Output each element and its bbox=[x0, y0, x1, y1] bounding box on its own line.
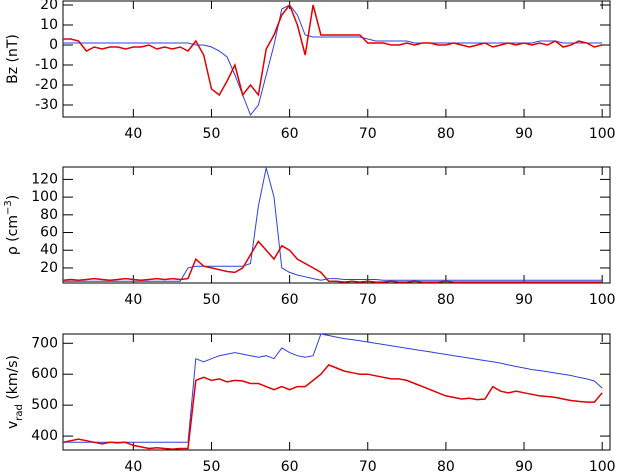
y-tick-label: 400 bbox=[31, 428, 58, 444]
y-axis-label: ρ (cm−3) bbox=[3, 195, 22, 255]
x-tick-label: 70 bbox=[359, 126, 377, 142]
x-tick-label: 60 bbox=[281, 126, 299, 142]
series-line bbox=[63, 364, 603, 450]
y-axis-label-part: v bbox=[5, 421, 21, 429]
y-tick-label: -30 bbox=[35, 97, 58, 113]
x-tick-label: 70 bbox=[359, 459, 377, 473]
x-tick-label: 100 bbox=[589, 292, 616, 308]
y-tick-label: 700 bbox=[31, 335, 58, 351]
x-tick-label: 40 bbox=[124, 292, 142, 308]
x-tick-label: 100 bbox=[589, 459, 616, 473]
plot-frame bbox=[62, 333, 611, 451]
x-tick-label: 50 bbox=[203, 126, 221, 142]
y-axis-label-part: (km/s) bbox=[5, 355, 21, 404]
plot-frame bbox=[62, 0, 611, 118]
x-tick-label: 90 bbox=[515, 459, 533, 473]
x-tick-label: 80 bbox=[437, 459, 455, 473]
x-tick-label: 80 bbox=[437, 126, 455, 142]
y-tick-label: 60 bbox=[40, 225, 58, 241]
y-tick-label: -10 bbox=[35, 57, 58, 73]
y-tick-label: 20 bbox=[40, 260, 58, 276]
y-axis-label-part: −3 bbox=[3, 200, 14, 215]
plot-frame bbox=[62, 166, 611, 284]
y-axis-label-part: Bz (nT) bbox=[5, 34, 21, 84]
x-tick-label: 90 bbox=[515, 126, 533, 142]
x-tick-label: 100 bbox=[589, 126, 616, 142]
y-tick-label: 10 bbox=[40, 17, 58, 33]
y-axis-label: vrad (km/s) bbox=[5, 355, 25, 429]
series-line bbox=[63, 3, 603, 97]
y-axis-label-part: rad bbox=[14, 404, 25, 421]
y-tick-label: 40 bbox=[40, 242, 58, 258]
x-tick-label: 40 bbox=[124, 126, 142, 142]
y-tick-label: -20 bbox=[35, 77, 58, 93]
x-tick-label: 60 bbox=[281, 292, 299, 308]
y-tick-label: 120 bbox=[31, 171, 58, 187]
series-line bbox=[63, 167, 603, 282]
y-tick-label: 20 bbox=[40, 0, 58, 13]
x-tick-label: 90 bbox=[515, 292, 533, 308]
y-axis-label-part: ) bbox=[5, 195, 21, 200]
x-tick-label: 80 bbox=[437, 292, 455, 308]
y-tick-label: 0 bbox=[49, 37, 58, 53]
y-axis-label-part: ρ (cm bbox=[5, 215, 21, 255]
series-line bbox=[63, 240, 603, 283]
y-tick-label: 600 bbox=[31, 366, 58, 382]
y-tick-label: 100 bbox=[31, 189, 58, 205]
series-line bbox=[63, 4, 603, 116]
series-line bbox=[63, 334, 603, 443]
x-tick-label: 50 bbox=[203, 292, 221, 308]
x-tick-label: 40 bbox=[124, 459, 142, 473]
y-tick-label: 500 bbox=[31, 397, 58, 413]
x-tick-label: 70 bbox=[359, 292, 377, 308]
x-tick-label: 60 bbox=[281, 459, 299, 473]
x-tick-label: 50 bbox=[203, 459, 221, 473]
y-tick-label: 80 bbox=[40, 207, 58, 223]
y-axis-label: Bz (nT) bbox=[5, 34, 21, 84]
